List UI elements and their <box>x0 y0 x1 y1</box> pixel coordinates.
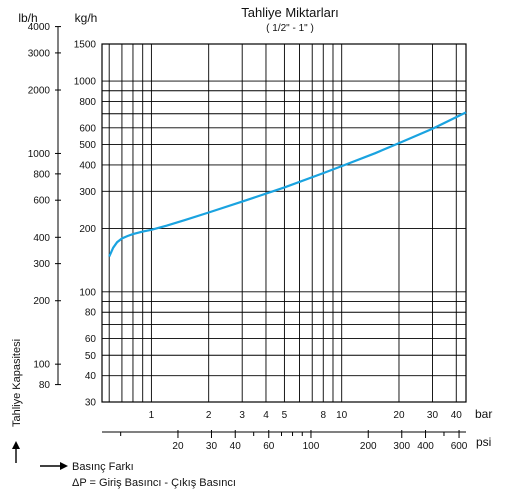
psi-tick-label: 300 <box>393 441 410 452</box>
psi-tick-label: 20 <box>172 441 184 452</box>
kgh-unit-label: kg/h <box>75 11 98 25</box>
bar-tick-label: 5 <box>282 410 288 421</box>
psi-tick-label: 400 <box>417 441 434 452</box>
kgh-tick-label: 50 <box>85 351 97 362</box>
series-layer <box>108 111 467 258</box>
lbh-tick-label: 1000 <box>28 149 51 160</box>
bar-tick-label: 3 <box>239 410 245 421</box>
psi-tick-label: 600 <box>451 441 468 452</box>
lbh-unit-label: lb/h <box>18 11 37 25</box>
bar-tick-label: 10 <box>336 410 348 421</box>
lbh-tick-label: 300 <box>33 259 50 270</box>
psi-tick-label: 200 <box>360 441 377 452</box>
pressure-formula: ΔP = Giriş Basıncı - Çıkış Basıncı <box>72 477 236 489</box>
x-axis-title: Basınç Farkı <box>72 461 134 473</box>
kgh-tick-label: 80 <box>85 308 97 319</box>
psi-tick-label: 30 <box>206 441 218 452</box>
kgh-tick-label: 100 <box>79 287 96 298</box>
lbh-tick-label: 3000 <box>28 48 51 59</box>
bar-tick-labels: 1 2 3 4 5 8 10 20 30 40 <box>149 410 463 421</box>
psi-tick-label: 40 <box>230 441 242 452</box>
chart-title: Tahliye Miktarları <box>241 5 339 20</box>
psi-tick-label: 100 <box>303 441 320 452</box>
lbh-tick-label: 400 <box>33 233 50 244</box>
psi-tick-label: 60 <box>263 441 275 452</box>
kgh-tick-label: 60 <box>85 334 97 345</box>
bar-unit-label: bar <box>475 407 492 421</box>
grid-layer <box>101 43 467 403</box>
kgh-tick-labels: 30 40 50 60 80 100 200 300 400 500 600 800 1000 1500 <box>74 40 97 409</box>
kgh-tick-label: 800 <box>79 97 96 108</box>
capacity-curve <box>108 111 467 258</box>
bar-tick-label: 1 <box>149 410 155 421</box>
up-arrow-icon <box>12 441 20 463</box>
lbh-tick-label: 4000 <box>28 22 51 33</box>
bar-tick-label: 30 <box>427 410 439 421</box>
bar-tick-label: 4 <box>263 410 269 421</box>
lbh-tick-label: 200 <box>33 296 50 307</box>
kgh-tick-label: 40 <box>85 371 97 382</box>
kgh-tick-label: 30 <box>85 398 97 409</box>
lbh-axis: 80 100 200 300 400 600 800 1000 2000 3000 4000 <box>28 22 61 391</box>
right-arrow-icon <box>40 462 68 470</box>
kgh-tick-label: 1500 <box>74 40 97 51</box>
kgh-tick-label: 1000 <box>74 77 97 88</box>
kgh-tick-label: 500 <box>79 140 96 151</box>
bar-tick-label: 20 <box>393 410 405 421</box>
lbh-tick-label: 100 <box>33 360 50 371</box>
kgh-tick-label: 200 <box>79 224 96 235</box>
psi-axis: 20 30 40 60 100 200 300 400 600 <box>102 430 468 452</box>
lbh-tick-label: 600 <box>33 196 50 207</box>
lbh-tick-label: 80 <box>39 380 51 391</box>
bar-tick-label: 40 <box>451 410 463 421</box>
kgh-tick-label: 600 <box>79 123 96 134</box>
chart-subtitle: ( 1/2" - 1" ) <box>266 23 314 34</box>
kgh-tick-label: 400 <box>79 160 96 171</box>
bar-tick-label: 2 <box>206 410 212 421</box>
plot-frame <box>101 43 467 403</box>
kgh-tick-label: 300 <box>79 187 96 198</box>
lbh-tick-label: 2000 <box>28 86 51 97</box>
bar-tick-label: 8 <box>320 410 326 421</box>
y-axis-title: Tahliye Kapasitesi <box>11 339 23 427</box>
lbh-tick-label: 800 <box>33 169 50 180</box>
psi-unit-label: psi <box>476 435 491 449</box>
